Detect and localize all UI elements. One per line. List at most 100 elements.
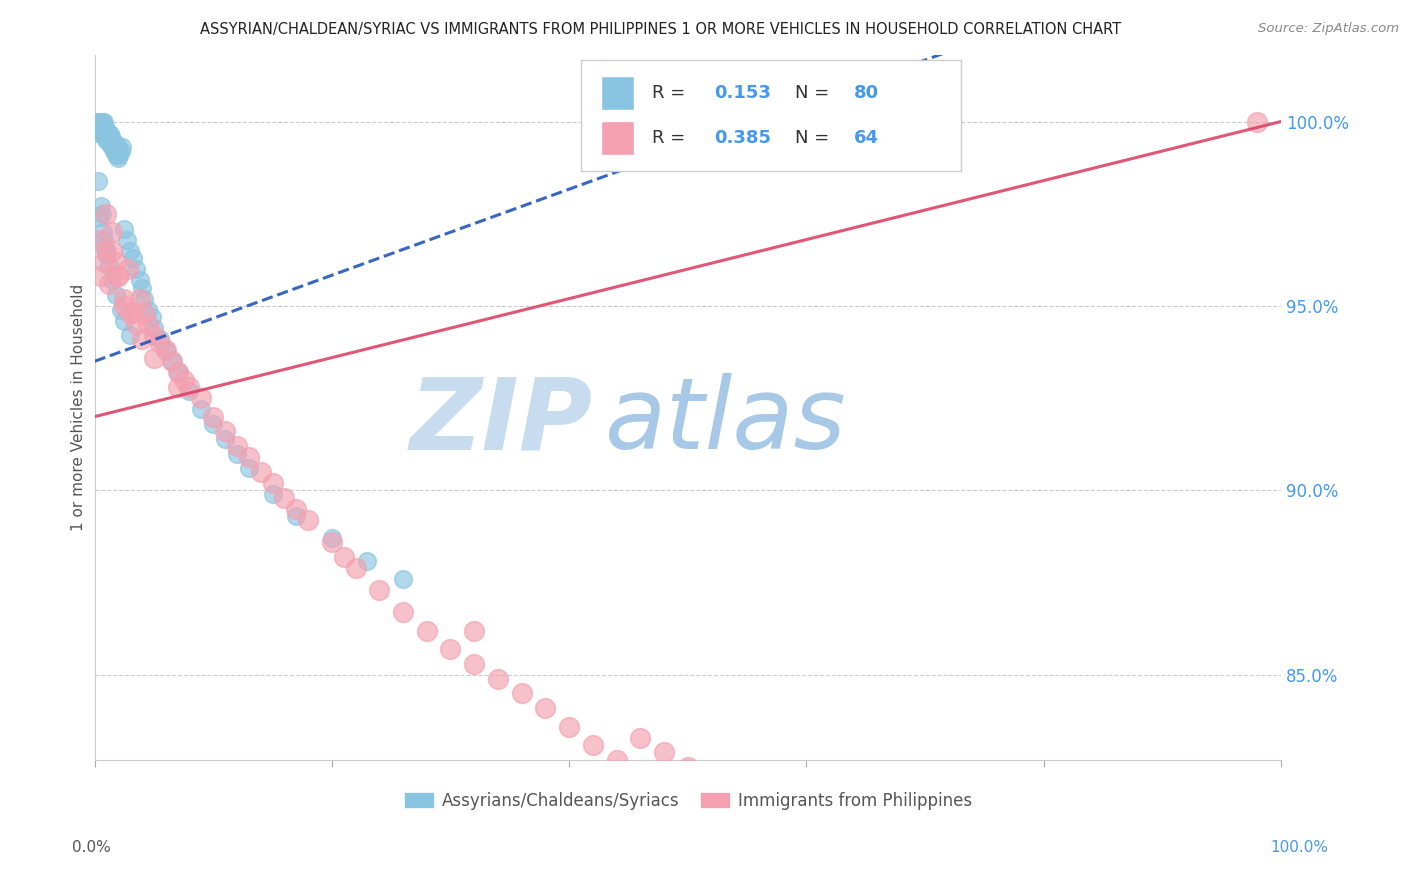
Point — [534, 701, 557, 715]
Point — [416, 624, 439, 638]
Text: 64: 64 — [853, 129, 879, 147]
Point — [89, 118, 111, 132]
Text: ASSYRIAN/CHALDEAN/SYRIAC VS IMMIGRANTS FROM PHILIPPINES 1 OR MORE VEHICLES IN HO: ASSYRIAN/CHALDEAN/SYRIAC VS IMMIGRANTS F… — [200, 22, 1122, 37]
Point — [107, 152, 129, 166]
Point — [120, 306, 142, 320]
Point — [101, 133, 124, 147]
Point — [112, 292, 135, 306]
Point — [87, 233, 110, 247]
Point — [101, 273, 124, 287]
Point — [117, 262, 139, 277]
Point — [98, 136, 121, 151]
Point — [121, 306, 143, 320]
Point — [90, 114, 112, 128]
Point — [112, 299, 135, 313]
Point — [142, 351, 165, 365]
Point — [238, 450, 260, 465]
Text: N =: N = — [794, 129, 835, 147]
Point — [166, 365, 188, 379]
Point — [149, 332, 172, 346]
Point — [321, 535, 343, 549]
Point — [104, 147, 127, 161]
Point — [332, 549, 354, 564]
Point — [125, 318, 148, 332]
Point — [120, 244, 142, 258]
Point — [748, 782, 770, 797]
Point — [94, 122, 117, 136]
Point — [249, 465, 271, 479]
Point — [89, 199, 111, 213]
Point — [94, 240, 117, 254]
Text: N =: N = — [794, 84, 835, 103]
Text: 0.0%: 0.0% — [72, 840, 111, 855]
Text: Source: ZipAtlas.com: Source: ZipAtlas.com — [1258, 22, 1399, 36]
Point — [100, 136, 122, 151]
Text: atlas: atlas — [605, 373, 846, 470]
Point — [104, 140, 127, 154]
Point — [93, 233, 115, 247]
Point — [128, 273, 150, 287]
Point — [97, 259, 120, 273]
Point — [87, 173, 110, 187]
Text: R =: R = — [652, 84, 692, 103]
Point — [134, 292, 156, 306]
Point — [96, 244, 118, 258]
Point — [110, 302, 132, 317]
Point — [628, 731, 651, 745]
Point — [463, 657, 485, 671]
Point — [93, 122, 115, 136]
Point — [120, 328, 142, 343]
Point — [97, 277, 120, 291]
Point — [101, 140, 124, 154]
Text: R =: R = — [652, 129, 692, 147]
Point — [160, 354, 183, 368]
Point — [179, 380, 201, 394]
Point — [392, 572, 415, 586]
Point — [104, 288, 127, 302]
Point — [202, 417, 225, 431]
Point — [149, 335, 172, 350]
Point — [558, 719, 581, 733]
Point — [110, 144, 132, 158]
Point — [97, 133, 120, 147]
Point — [96, 133, 118, 147]
Point — [121, 251, 143, 265]
Point — [101, 244, 124, 258]
Point — [128, 292, 150, 306]
Point — [134, 306, 156, 320]
Point — [131, 332, 153, 346]
Point — [1246, 114, 1268, 128]
Point — [105, 144, 128, 158]
Point — [91, 225, 114, 239]
Point — [89, 211, 111, 225]
Point — [94, 129, 117, 144]
Text: ZIP: ZIP — [411, 373, 593, 470]
Point — [392, 605, 415, 619]
Point — [131, 280, 153, 294]
Point — [96, 207, 118, 221]
Point — [142, 321, 165, 335]
Point — [190, 402, 212, 417]
Point — [262, 487, 284, 501]
Point — [262, 476, 284, 491]
Point — [238, 461, 260, 475]
Point — [190, 391, 212, 405]
Text: 80: 80 — [853, 84, 879, 103]
Point — [108, 147, 131, 161]
Point — [155, 343, 177, 358]
Point — [97, 126, 120, 140]
Point — [89, 122, 111, 136]
Point — [510, 686, 533, 700]
Text: 0.153: 0.153 — [714, 84, 770, 103]
Point — [97, 133, 120, 147]
Point — [344, 561, 367, 575]
Point — [136, 302, 159, 317]
Point — [89, 269, 111, 284]
Point — [606, 753, 628, 767]
Point — [93, 254, 115, 268]
Point — [91, 126, 114, 140]
Point — [285, 501, 308, 516]
Point — [101, 225, 124, 239]
Point — [104, 254, 127, 268]
Point — [90, 207, 112, 221]
